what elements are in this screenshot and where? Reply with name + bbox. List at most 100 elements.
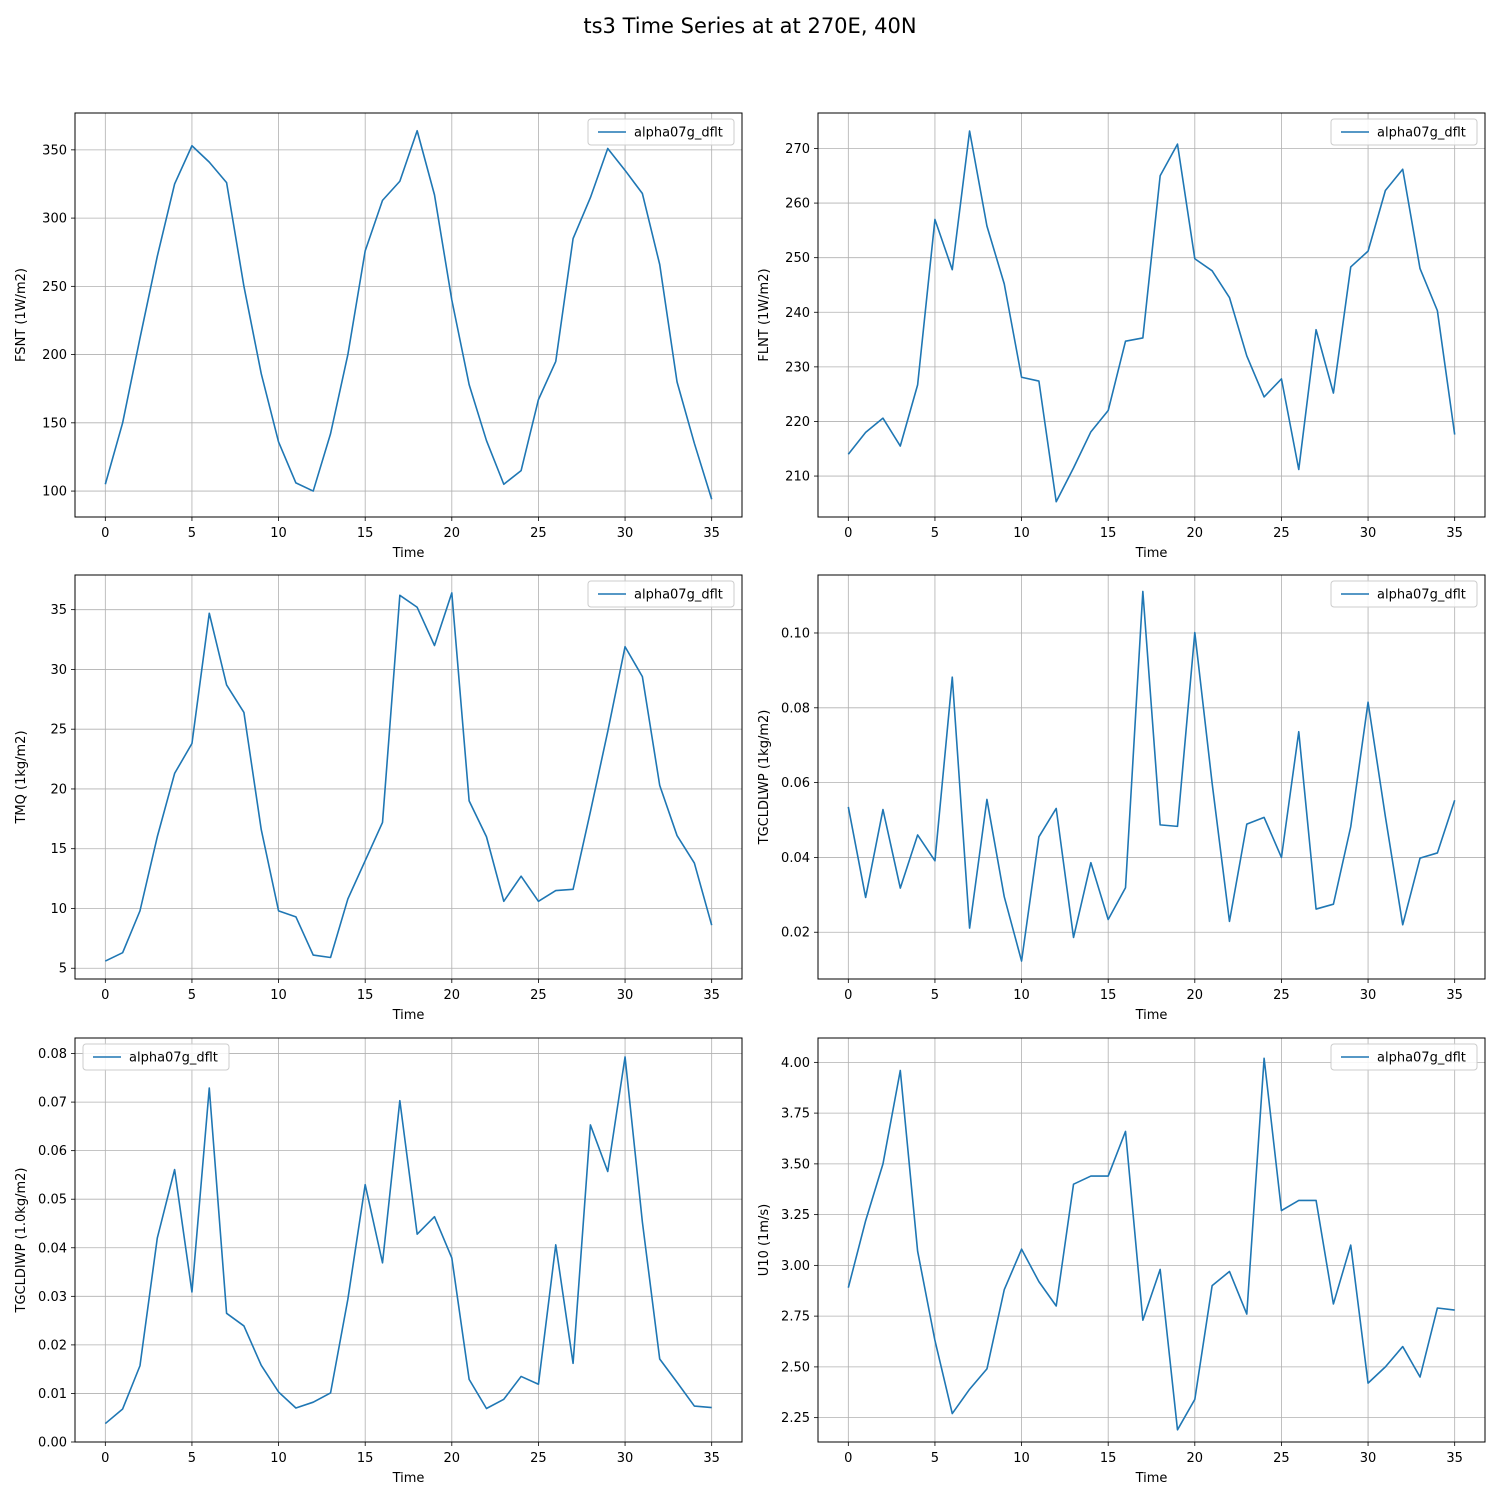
y-tick-label: 150 bbox=[42, 416, 67, 431]
axes-frame bbox=[817, 1037, 1486, 1443]
y-tick-label: 210 bbox=[785, 470, 810, 485]
series-line bbox=[104, 1056, 712, 1425]
y-tick-label: 0.07 bbox=[38, 1096, 67, 1111]
subplot-6: 0 5 10 15 20 25 30 35 2.25 2.50 2.75 3.00 3.25 3.50 3.… bbox=[757, 1037, 1486, 1486]
x-tick-label: 20 bbox=[444, 1451, 461, 1466]
y-tick-label: 0.02 bbox=[38, 1338, 67, 1353]
subplot-4: 0 5 10 15 20 25 30 35 0.02 0.04 0.06 0.08 0.10 Time TG… bbox=[757, 574, 1486, 1023]
x-tick-label: 15 bbox=[357, 526, 374, 541]
y-axis-label: FSNT (1W/m2) bbox=[14, 268, 29, 362]
y-tick-label: 0.06 bbox=[781, 776, 810, 791]
y-tick-label: 0.06 bbox=[38, 1144, 67, 1159]
x-tick-label: 25 bbox=[1273, 1451, 1290, 1466]
y-tick-label: 0.04 bbox=[781, 851, 810, 866]
x-tick-label: 10 bbox=[1013, 1451, 1030, 1466]
x-tick-label: 25 bbox=[530, 526, 547, 541]
x-tick-label: 25 bbox=[1273, 988, 1290, 1003]
y-tick-label: 200 bbox=[42, 348, 67, 363]
x-axis-label: Time bbox=[1135, 1471, 1168, 1486]
x-tick-label: 0 bbox=[844, 526, 852, 541]
subplot-3: 0 5 10 15 20 25 30 35 5 10 15 20 25 30 35 Time TMQ (1kg/… bbox=[14, 574, 743, 1023]
y-tick-label: 3.00 bbox=[781, 1259, 810, 1274]
y-tick-label: 0.01 bbox=[38, 1387, 67, 1402]
x-tick-label: 20 bbox=[1187, 1451, 1204, 1466]
y-tick-label: 0.02 bbox=[781, 926, 810, 941]
y-tick-label: 4.00 bbox=[781, 1056, 810, 1071]
legend-box bbox=[1330, 118, 1478, 146]
y-tick-label: 350 bbox=[42, 143, 67, 158]
y-axis-label: TGCLDIWP (1.0kg/m2) bbox=[14, 1168, 29, 1314]
x-tick-label: 15 bbox=[357, 988, 374, 1003]
y-tick-label: 0.03 bbox=[38, 1290, 67, 1305]
series-line bbox=[104, 592, 713, 962]
y-axis-label: TMQ (1kg/m2) bbox=[14, 730, 29, 824]
series-line bbox=[847, 130, 1456, 503]
y-tick-label: 2.50 bbox=[781, 1360, 810, 1375]
y-tick-label: 3.75 bbox=[781, 1107, 810, 1122]
y-tick-label: 5 bbox=[59, 962, 67, 977]
y-tick-label: 0.00 bbox=[38, 1436, 67, 1451]
x-axis-label: Time bbox=[1135, 546, 1168, 561]
x-tick-label: 0 bbox=[101, 526, 109, 541]
y-tick-label: 30 bbox=[50, 663, 67, 678]
y-tick-label: 300 bbox=[42, 212, 67, 227]
y-tick-label: 0.08 bbox=[781, 701, 810, 716]
x-tick-label: 20 bbox=[1187, 988, 1204, 1003]
x-axis-label: Time bbox=[392, 1008, 425, 1023]
x-tick-label: 20 bbox=[1187, 526, 1204, 541]
x-tick-label: 15 bbox=[1100, 1451, 1117, 1466]
y-tick-label: 35 bbox=[50, 603, 67, 618]
x-tick-label: 30 bbox=[1360, 526, 1377, 541]
x-tick-label: 15 bbox=[1100, 526, 1117, 541]
series-line bbox=[847, 590, 1456, 962]
legend-label: alpha07g_dflt bbox=[634, 588, 723, 603]
legend: alpha07g_dflt bbox=[587, 118, 735, 146]
legend-label: alpha07g_dflt bbox=[634, 126, 723, 141]
x-tick-label: 30 bbox=[617, 1451, 634, 1466]
x-tick-label: 5 bbox=[931, 988, 939, 1003]
subplot-5: 0 5 10 15 20 25 30 35 0.00 0.01 0.02 0.03 0.04 0.05 0.… bbox=[14, 1037, 743, 1486]
y-tick-label: 0.04 bbox=[38, 1241, 67, 1256]
y-tick-label: 220 bbox=[785, 415, 810, 430]
x-tick-label: 25 bbox=[530, 1451, 547, 1466]
x-tick-label: 5 bbox=[931, 526, 939, 541]
legend: alpha07g_dflt bbox=[1330, 1043, 1478, 1071]
y-tick-label: 2.75 bbox=[781, 1310, 810, 1325]
x-tick-label: 35 bbox=[703, 526, 720, 541]
y-tick-label: 10 bbox=[50, 902, 67, 917]
x-tick-label: 35 bbox=[1446, 526, 1463, 541]
x-tick-label: 10 bbox=[270, 526, 287, 541]
x-tick-label: 0 bbox=[844, 988, 852, 1003]
x-tick-label: 35 bbox=[1446, 988, 1463, 1003]
x-tick-label: 0 bbox=[101, 1451, 109, 1466]
x-tick-label: 10 bbox=[270, 1451, 287, 1466]
x-tick-label: 30 bbox=[617, 988, 634, 1003]
x-axis-label: Time bbox=[1135, 1008, 1168, 1023]
x-tick-label: 10 bbox=[270, 988, 287, 1003]
y-tick-label: 2.25 bbox=[781, 1411, 810, 1426]
x-tick-label: 15 bbox=[1100, 988, 1117, 1003]
y-tick-label: 260 bbox=[785, 197, 810, 212]
x-tick-label: 35 bbox=[1446, 1451, 1463, 1466]
x-tick-label: 5 bbox=[188, 1451, 196, 1466]
legend: alpha07g_dflt bbox=[587, 580, 735, 608]
y-tick-label: 20 bbox=[50, 782, 67, 797]
x-tick-label: 35 bbox=[703, 988, 720, 1003]
series-line bbox=[847, 1057, 1455, 1431]
y-tick-label: 240 bbox=[785, 306, 810, 321]
x-tick-label: 5 bbox=[188, 526, 196, 541]
x-tick-label: 0 bbox=[101, 988, 109, 1003]
axes-frame bbox=[74, 574, 743, 980]
x-axis-label: Time bbox=[392, 1471, 425, 1486]
x-tick-label: 5 bbox=[188, 988, 196, 1003]
x-tick-label: 25 bbox=[1273, 526, 1290, 541]
y-axis-label: FLNT (1W/m2) bbox=[757, 268, 772, 361]
axes-frame bbox=[817, 574, 1486, 980]
legend-label: alpha07g_dflt bbox=[1377, 126, 1466, 141]
legend-box bbox=[587, 118, 735, 146]
y-tick-label: 3.50 bbox=[781, 1157, 810, 1172]
legend-label: alpha07g_dflt bbox=[1377, 588, 1466, 603]
y-tick-label: 250 bbox=[42, 280, 67, 295]
x-tick-label: 35 bbox=[703, 1451, 720, 1466]
